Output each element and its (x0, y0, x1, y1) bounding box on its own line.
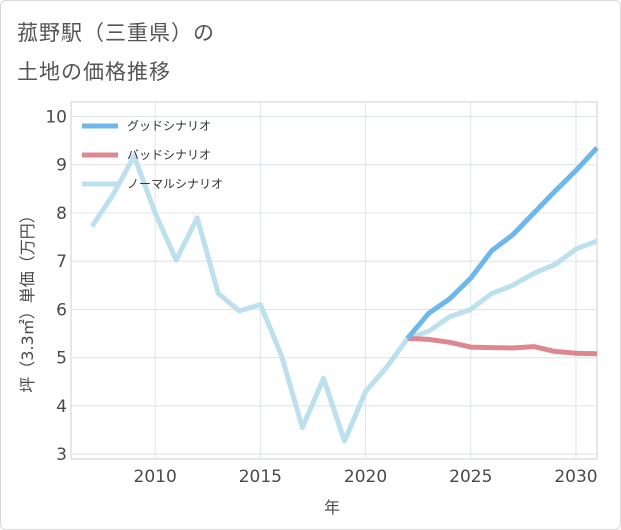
legend-label-2: ノーマルシナリオ (127, 177, 223, 191)
legend-label-1: バッドシナリオ (127, 148, 211, 162)
y-tick-label: 7 (56, 252, 67, 272)
x-tick-label: 2020 (344, 467, 387, 487)
y-tick-label: 3 (56, 445, 67, 465)
legend-label-0: グッドシナリオ (127, 119, 211, 133)
y-tick-label: 10 (45, 107, 67, 127)
x-tick-label: 2030 (554, 467, 597, 487)
chart-title-line1: 菰野駅（三重県）の (17, 21, 215, 45)
y-tick-label: 4 (56, 397, 67, 417)
plot-area (70, 101, 598, 460)
y-tick-label: 6 (56, 300, 67, 320)
series-line-0 (405, 146, 599, 341)
y-tick-label: 8 (56, 204, 67, 224)
series-line-2 (89, 153, 598, 444)
y-axis-label: 坪（3.3㎡）単価（万円） (18, 207, 37, 392)
y-tick-label: 9 (56, 156, 67, 176)
x-tick-label: 2025 (449, 467, 492, 487)
x-tick-label: 2010 (134, 467, 177, 487)
chart-title-line2: 土地の価格推移 (17, 60, 171, 84)
y-tick-label: 5 (56, 349, 67, 369)
x-tick-label: 2015 (239, 467, 282, 487)
x-axis-label: 年 (324, 498, 340, 517)
series-line-1 (407, 335, 598, 357)
